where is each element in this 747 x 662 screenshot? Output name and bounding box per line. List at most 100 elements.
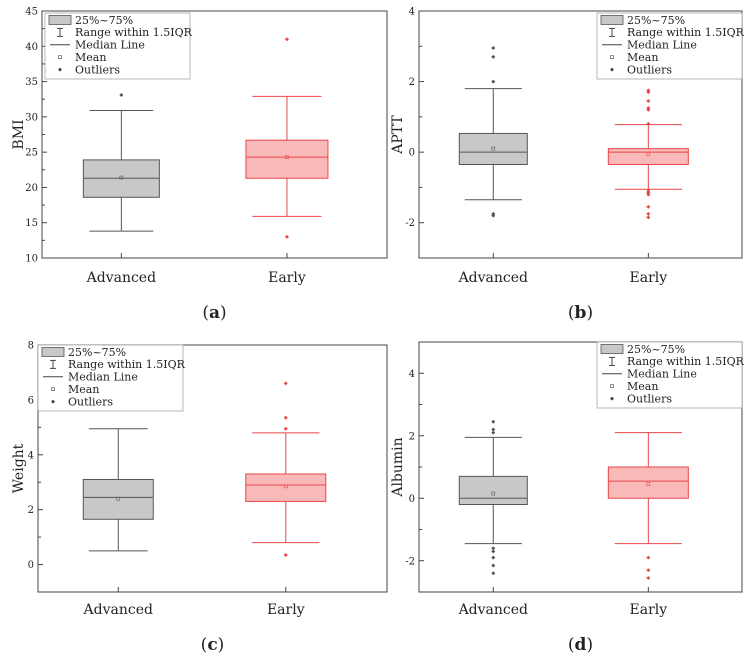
- outlier-point: [646, 575, 651, 580]
- x-category-label: Early: [630, 602, 668, 618]
- x-category-label: Advanced: [458, 270, 528, 286]
- legend-outlier-swatch: [51, 399, 55, 404]
- mean-marker: [646, 152, 651, 156]
- box-early: [607, 88, 689, 220]
- legend-label: Mean: [627, 380, 658, 393]
- legend-label: Range within 1.5IQR: [75, 26, 193, 39]
- legend-box-swatch: [600, 344, 624, 354]
- legend-mean-swatch: [610, 55, 614, 60]
- iqr-box: [458, 475, 528, 505]
- outlier-point: [491, 430, 496, 435]
- outlier-point: [491, 213, 496, 218]
- y-tick-label: 25: [25, 148, 38, 159]
- legend-label: 25%~75%: [75, 14, 133, 27]
- outlier-point: [284, 37, 289, 42]
- legend-label: 25%~75%: [627, 14, 685, 27]
- outlier-point: [646, 568, 651, 573]
- iqr-box: [82, 478, 154, 520]
- y-tick-label: 4: [409, 369, 415, 380]
- legend-label: Range within 1.5IQR: [627, 26, 745, 39]
- outlier-point: [491, 419, 496, 424]
- outlier-point: [646, 98, 651, 103]
- plot-frame: [37, 344, 388, 593]
- y-tick-label: 35: [25, 77, 38, 88]
- y-tick-label: -2: [405, 556, 415, 567]
- legend-label: Mean: [68, 383, 99, 396]
- y-tick-label: -2: [405, 218, 415, 229]
- legend-box-swatch: [600, 15, 624, 25]
- box-early: [607, 432, 689, 580]
- legend-label: Median Line: [627, 39, 697, 52]
- legend-label: Range within 1.5IQR: [627, 355, 745, 368]
- outlier-point: [491, 555, 496, 560]
- outlier-point: [119, 92, 124, 97]
- legend-box-swatch: [48, 15, 72, 25]
- outlier-point: [646, 211, 651, 216]
- outlier-point: [283, 415, 288, 420]
- outlier-point: [283, 552, 288, 557]
- chart-panel-b: -2 0 2 4 APTT Advanced Early 25%~75%Range withi…: [390, 7, 745, 324]
- y-axis-label: Albumin: [390, 437, 406, 497]
- panel-label: (a): [202, 303, 226, 323]
- outlier-point: [283, 426, 288, 431]
- legend-label: Outliers: [75, 63, 120, 76]
- chart-panel-c: 0 2 4 6 8 Weight Advanced Early 25%~75%Range wit…: [11, 341, 388, 655]
- outlier-point: [491, 46, 496, 51]
- outlier-point: [646, 192, 651, 197]
- x-category-label: Early: [268, 270, 306, 286]
- legend-outlier-swatch: [58, 67, 62, 72]
- iqr-box: [607, 148, 689, 165]
- box-early: [245, 37, 329, 239]
- outlier-point: [491, 427, 496, 432]
- outlier-point: [491, 549, 496, 554]
- y-tick-label: 8: [28, 341, 34, 352]
- y-tick-label: 4: [28, 450, 34, 461]
- y-tick-label: 2: [28, 505, 34, 516]
- mean-marker: [116, 496, 121, 501]
- outlier-point: [646, 555, 651, 560]
- panel-label: (b): [568, 303, 593, 323]
- y-tick-label: 10: [25, 254, 38, 265]
- y-axis-label: Weight: [11, 443, 27, 493]
- chart-panel-a: 10 15 20 25 30 35 40 45 BMI Advanced Early 25%~75%R…: [11, 7, 388, 323]
- mean-marker: [285, 155, 289, 159]
- legend-mean-swatch: [58, 55, 62, 60]
- panel-label: (d): [568, 635, 593, 655]
- legend-box-swatch: [41, 347, 65, 357]
- chart-panel-d: -2 0 2 4 Albumin Advanced Early 25%~75%Range wi…: [390, 341, 745, 655]
- y-tick-label: 2: [409, 431, 415, 442]
- legend-label: Median Line: [75, 39, 145, 52]
- legend-label: Median Line: [68, 371, 138, 384]
- x-category-label: Advanced: [458, 602, 528, 618]
- outlier-point: [491, 571, 496, 576]
- x-category-label: Early: [630, 270, 668, 286]
- outlier-point: [284, 234, 289, 239]
- y-tick-label: 30: [25, 112, 38, 123]
- box-advanced: [458, 46, 528, 218]
- outlier-point: [283, 381, 288, 386]
- outlier-point: [646, 88, 651, 93]
- mean-marker: [283, 484, 288, 489]
- legend-outlier-swatch: [610, 67, 614, 72]
- y-tick-label: 20: [25, 183, 38, 194]
- y-tick-label: 0: [409, 494, 415, 505]
- legend-label: 25%~75%: [68, 346, 126, 359]
- box-advanced: [82, 428, 154, 552]
- legend-label: 25%~75%: [627, 343, 685, 356]
- outlier-point: [646, 121, 651, 126]
- x-category-label: Advanced: [83, 602, 153, 618]
- x-category-label: Early: [267, 602, 305, 618]
- iqr-box: [245, 139, 329, 179]
- legend-label: Mean: [75, 51, 106, 64]
- mean-marker: [119, 175, 124, 180]
- y-tick-label: 6: [28, 395, 34, 406]
- plot-frame: [418, 10, 743, 259]
- y-tick-label: 4: [409, 7, 415, 18]
- mean-marker: [646, 482, 651, 486]
- outlier-point: [491, 546, 496, 551]
- outlier-point: [646, 204, 651, 209]
- y-tick-label: 2: [409, 77, 415, 88]
